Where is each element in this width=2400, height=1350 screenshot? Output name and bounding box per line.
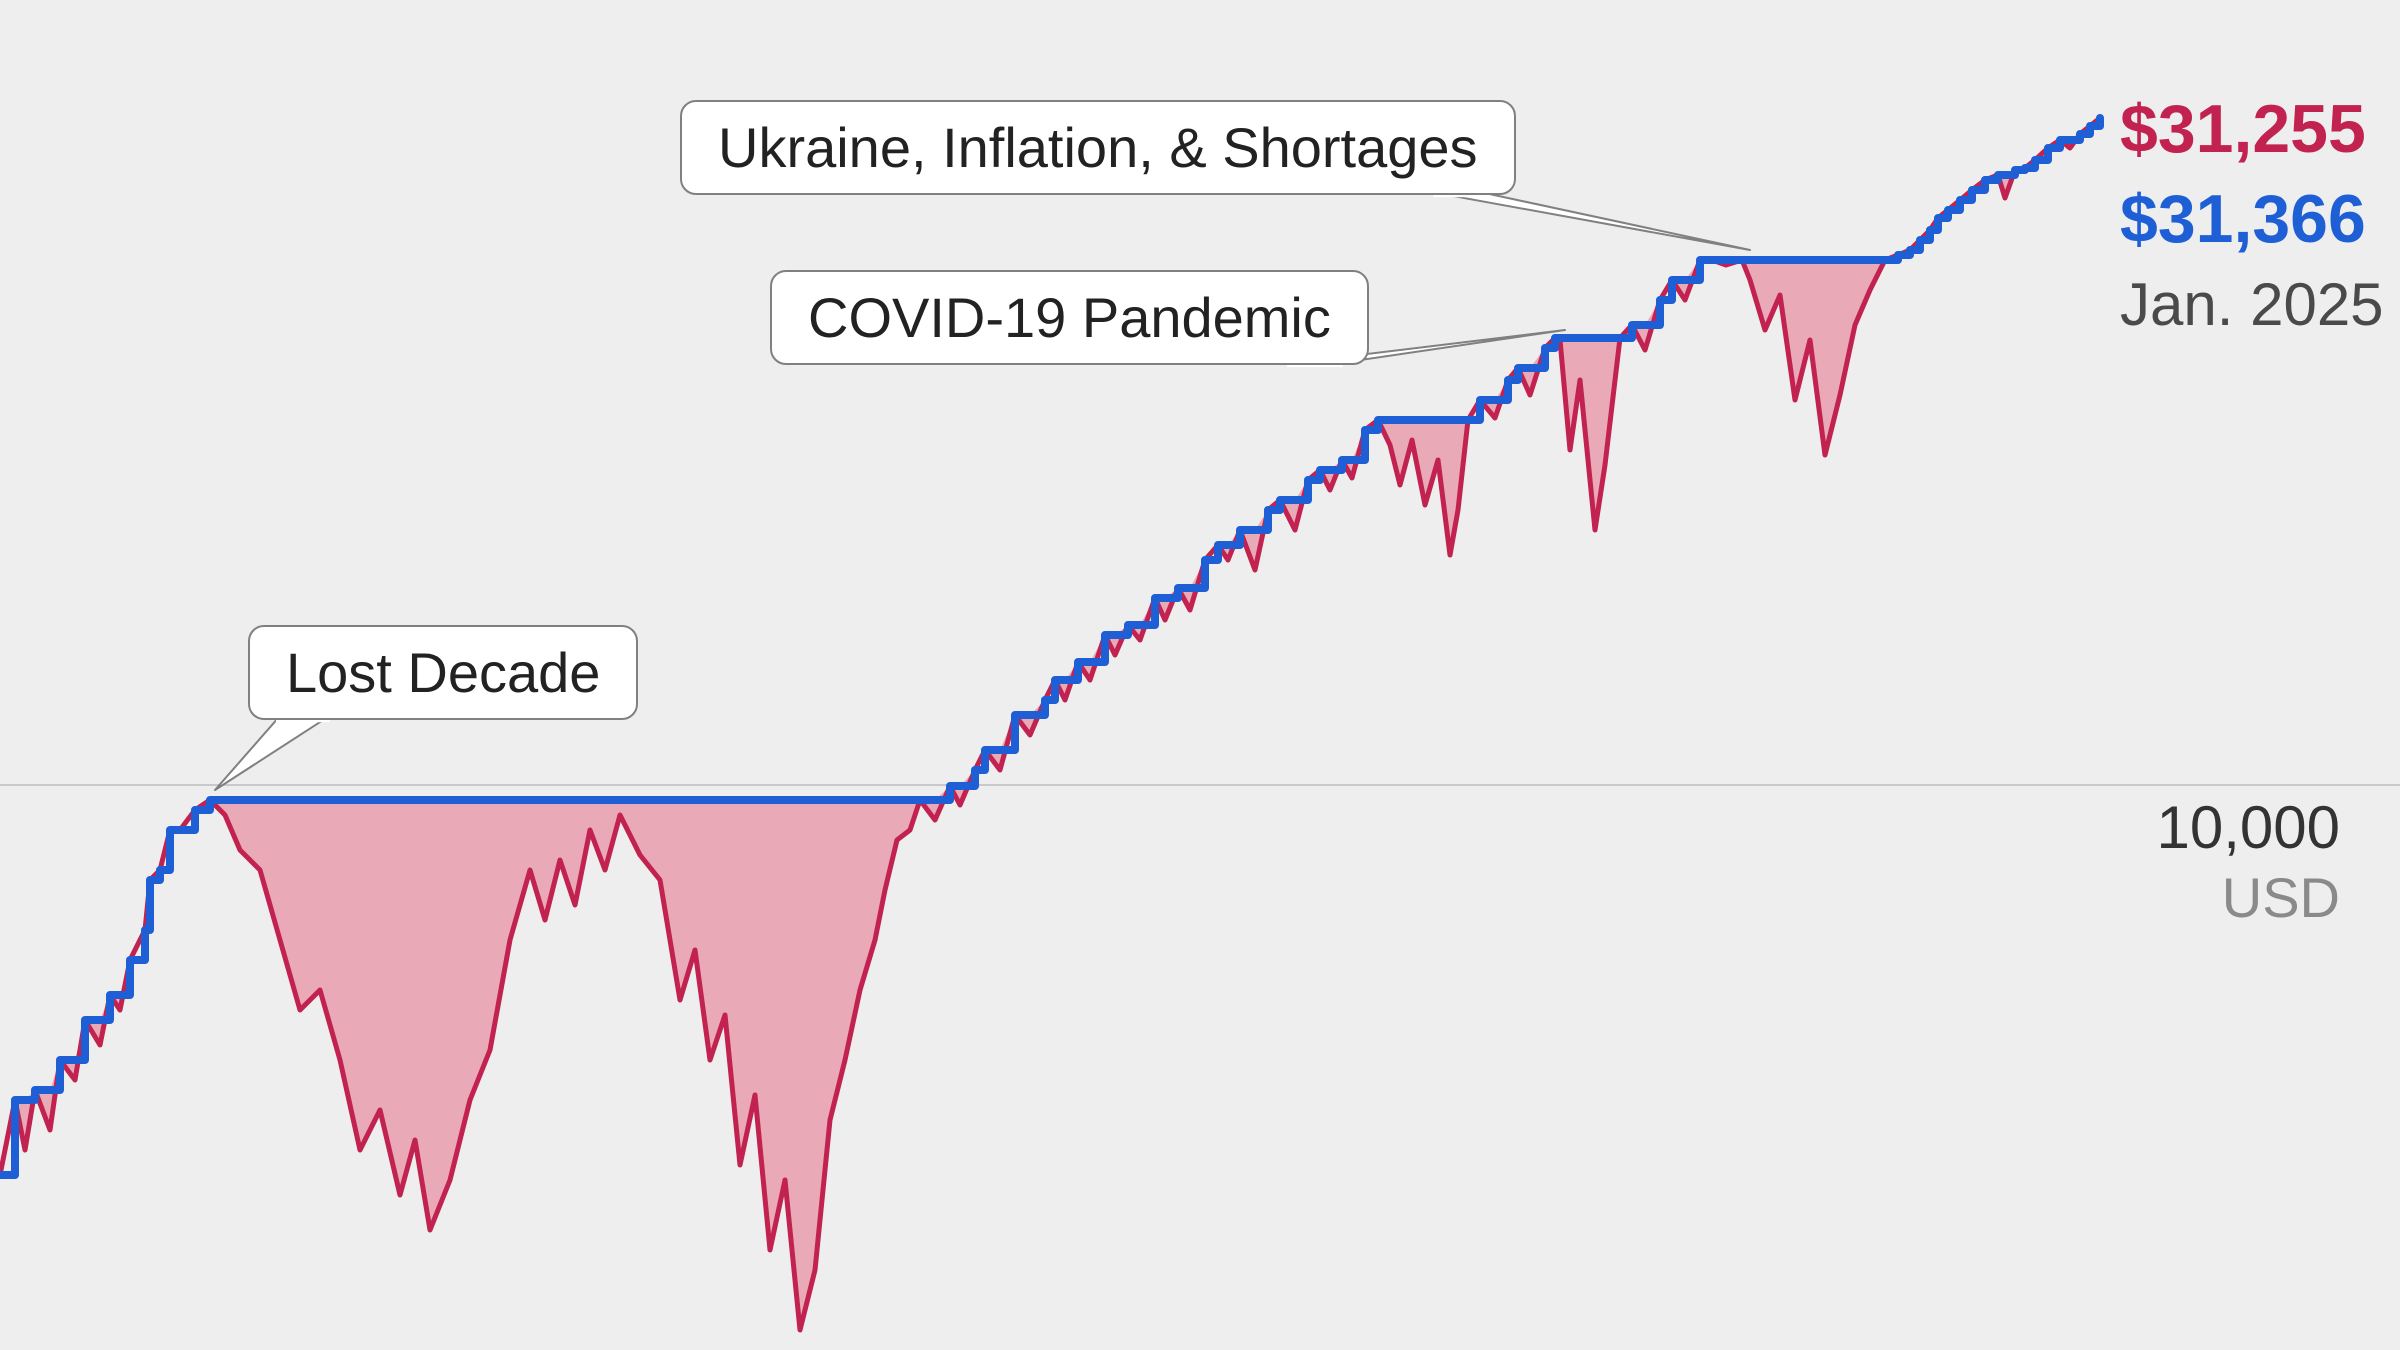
drawdown-chart: Lost Decade COVID-19 Pandemic Ukraine, I… [0, 0, 2400, 1350]
callout-lost-decade: Lost Decade [248, 625, 638, 720]
callout-label: COVID-19 Pandemic [808, 286, 1331, 349]
callout-covid: COVID-19 Pandemic [770, 270, 1369, 365]
callout-ukraine: Ukraine, Inflation, & Shortages [680, 100, 1516, 195]
end-value-blue: $31,366 [2120, 180, 2366, 258]
axis-ref-unit: USD [2222, 865, 2340, 930]
callout-label: Lost Decade [286, 641, 600, 704]
end-value-red: $31,255 [2120, 90, 2366, 168]
end-date: Jan. 2025 [2120, 270, 2384, 339]
axis-ref-label: 10,000 [2156, 793, 2340, 862]
callout-label: Ukraine, Inflation, & Shortages [718, 116, 1478, 179]
